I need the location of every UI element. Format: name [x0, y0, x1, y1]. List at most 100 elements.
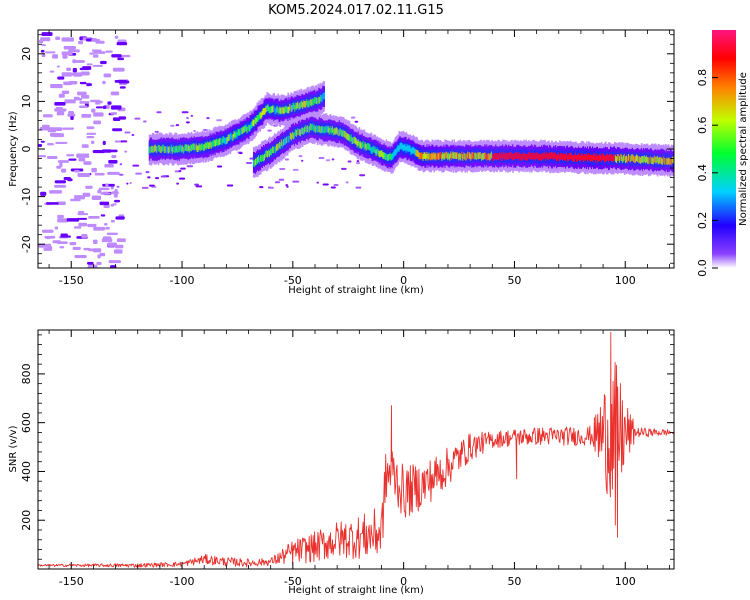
- ridge-cell: [261, 154, 264, 162]
- ridge-cell: [641, 156, 644, 163]
- ridge-cell: [558, 152, 560, 160]
- ridge-cell: [203, 144, 206, 151]
- ridge-cell: [231, 134, 234, 142]
- ridge-cell: [330, 127, 333, 135]
- noise-blob: [69, 112, 75, 117]
- noise-speck: [149, 184, 155, 187]
- noise-blob: [105, 183, 109, 187]
- noise-speck: [119, 163, 123, 166]
- ridge-cell: [564, 154, 566, 161]
- noise-blob: [68, 81, 78, 85]
- ridge-cell: [354, 137, 357, 144]
- ridge-cell: [155, 146, 158, 153]
- ridge-cell: [572, 155, 574, 163]
- noise-blob: [66, 67, 71, 71]
- noise-blob: [119, 86, 126, 89]
- ridge-cell: [530, 152, 532, 160]
- ridge-cell: [280, 107, 283, 115]
- ridge-cell: [443, 153, 446, 161]
- ridge-cell: [580, 155, 582, 163]
- ridge-cell: [629, 155, 632, 163]
- noise-speck: [147, 176, 151, 179]
- ridge-cell: [461, 151, 463, 159]
- ridge-cell: [591, 154, 593, 162]
- snr-xlabel: Height of straight line (km): [288, 585, 424, 596]
- ridge-cell: [451, 153, 453, 160]
- ridge-cell: [590, 155, 592, 162]
- ridge-cell: [317, 97, 319, 105]
- ridge-cell: [666, 158, 669, 166]
- ridge-cell: [234, 132, 237, 140]
- ridge-cell: [238, 129, 241, 136]
- ridge-cell: [284, 106, 287, 114]
- ridge-cell: [305, 100, 307, 108]
- ridge-cell: [223, 136, 226, 144]
- ridge-cell: [290, 105, 293, 113]
- ridge-cell: [627, 154, 630, 161]
- noise-blob: [100, 60, 107, 65]
- noise-blob: [90, 99, 101, 103]
- ridge-cell: [420, 152, 423, 160]
- ridge-cell: [538, 153, 540, 161]
- ridge-cell: [516, 152, 518, 159]
- noise-blob: [110, 105, 122, 110]
- ridge-cell: [434, 153, 437, 161]
- colorbar-tick-label: 0.6: [696, 116, 709, 134]
- ridge-cell: [459, 152, 461, 160]
- spectrogram-x-tick-label: 0: [400, 274, 407, 287]
- ridge-cell: [338, 129, 341, 137]
- noise-speck: [176, 182, 179, 185]
- ridge-cell: [626, 156, 629, 164]
- ridge-cell: [571, 153, 573, 161]
- ridge-cell: [649, 156, 652, 163]
- noise-speck: [246, 162, 252, 165]
- ridge-cell: [274, 107, 277, 114]
- ridge-cell: [549, 152, 551, 159]
- ridge-cell: [297, 101, 299, 109]
- colorbar-tick-label: 0.8: [696, 69, 709, 87]
- ridge-cell: [618, 156, 621, 163]
- noise-speck: [284, 158, 290, 161]
- ridge-cell: [246, 126, 249, 134]
- ridge-cell: [395, 148, 398, 156]
- noise-blob: [86, 132, 97, 135]
- noise-blob: [78, 40, 84, 45]
- ridge-cell: [438, 153, 441, 160]
- noise-blob: [76, 153, 90, 158]
- noise-blob: [91, 167, 97, 173]
- ridge-cell: [299, 102, 301, 110]
- noise-speck: [345, 181, 349, 184]
- ridge-cell: [546, 151, 548, 159]
- ridge-cell: [277, 143, 280, 151]
- ridge-cell: [316, 125, 319, 133]
- noise-speck: [274, 181, 281, 184]
- ridge-cell: [311, 123, 314, 130]
- ridge-cell: [329, 126, 332, 133]
- noise-blob: [52, 54, 59, 59]
- noise-blob: [117, 57, 124, 61]
- ridge-cell: [311, 99, 313, 107]
- ridge-cell: [285, 136, 288, 144]
- ridge-cell: [276, 143, 279, 151]
- ridge-cell: [415, 149, 418, 157]
- ridge-cell: [300, 127, 303, 135]
- ridge-cell: [194, 145, 197, 153]
- ridge-cell: [171, 147, 174, 154]
- noise-blob: [105, 226, 110, 230]
- ridge-cell: [216, 138, 219, 146]
- ridge-cell: [501, 151, 503, 159]
- ridge-cell: [226, 137, 229, 144]
- ridge-cell: [230, 132, 233, 140]
- ridge-cell: [268, 106, 271, 113]
- ridge-cell: [337, 129, 340, 137]
- ridge-cell: [669, 157, 672, 165]
- noise-blob: [62, 127, 75, 130]
- ridge-cell: [265, 105, 268, 113]
- noise-blob: [54, 184, 67, 188]
- ridge-cell: [610, 154, 613, 161]
- ridge-cell: [184, 144, 187, 151]
- ridge-cell: [469, 152, 471, 159]
- noise-blob: [40, 191, 47, 196]
